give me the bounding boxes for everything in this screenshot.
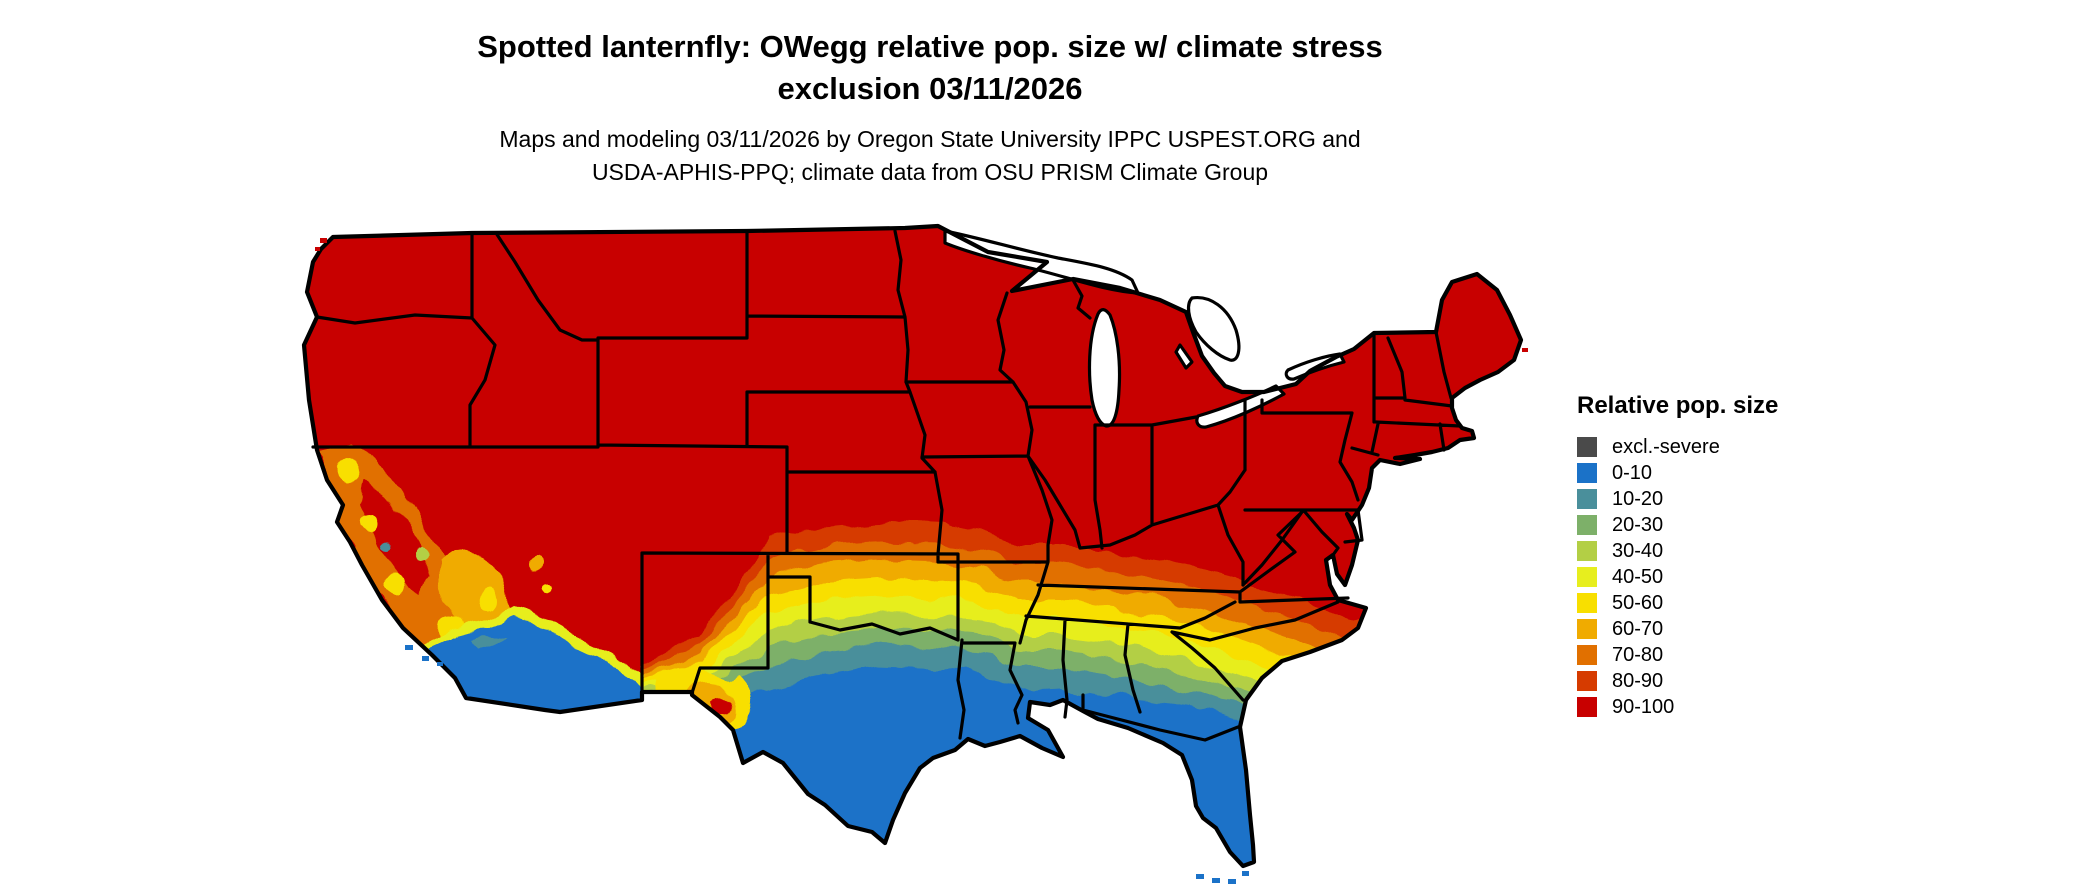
legend-item-50-60: 50-60	[1577, 590, 1817, 616]
legend: Relative pop. size excl.-severe 0-10 10-20…	[1577, 392, 1817, 720]
legend-item-60-70: 60-70	[1577, 616, 1817, 642]
maine-coast-speck	[1522, 348, 1528, 352]
legend-item-80-90: 80-90	[1577, 668, 1817, 694]
legend-swatch	[1577, 437, 1597, 457]
florida-key	[1228, 879, 1236, 884]
legend-label: 30-40	[1612, 539, 1664, 562]
ca-teal-speck	[383, 540, 393, 550]
lake-erie	[1195, 384, 1286, 429]
legend-swatch	[1577, 463, 1597, 483]
wa-island-speck	[315, 247, 320, 251]
legend-item-30-40: 30-40	[1577, 538, 1817, 564]
channel-island	[405, 645, 413, 650]
ca-yellow-speck	[360, 515, 380, 535]
legend-swatch	[1577, 489, 1597, 509]
legend-label: 20-30	[1612, 513, 1664, 536]
legend-swatch	[1577, 645, 1597, 665]
map-title-line2: exclusion 03/11/2026	[777, 71, 1083, 106]
legend-swatch	[1577, 541, 1597, 561]
socal-teal-fringe	[470, 635, 508, 650]
legend-label: 10-20	[1612, 487, 1664, 510]
map-subtitle-line1: Maps and modeling 03/11/2026 by Oregon S…	[499, 126, 1361, 152]
legend-swatch	[1577, 619, 1597, 639]
legend-title: Relative pop. size	[1577, 392, 1779, 419]
ca-yellow-speck	[338, 458, 362, 482]
ca-yellowgreen-speck	[414, 550, 426, 562]
lake-michigan	[1087, 308, 1122, 428]
legend-item-70-80: 70-80	[1577, 642, 1817, 668]
legend-label: excl.-severe	[1612, 435, 1720, 458]
legend-label: 80-90	[1612, 669, 1664, 692]
legend-swatch	[1577, 671, 1597, 691]
legend-label: 60-70	[1612, 617, 1664, 640]
legend-label: 40-50	[1612, 565, 1664, 588]
desert-yellow-speck	[542, 582, 554, 594]
ca-yellow-speck	[383, 573, 407, 597]
legend-item-40-50: 40-50	[1577, 564, 1817, 590]
legend-swatch	[1577, 515, 1597, 535]
legend-label: 50-60	[1612, 591, 1664, 614]
florida-key	[1242, 871, 1249, 876]
offshore-islands	[315, 238, 1528, 884]
state-borders	[311, 229, 1462, 742]
legend-items: excl.-severe 0-10 10-20 20-30 30-40 40-50 50-6…	[1577, 434, 1817, 720]
legend-item-90-100: 90-100	[1577, 694, 1817, 720]
legend-swatch	[1577, 593, 1597, 613]
davis-mountains-red-patch	[712, 695, 732, 715]
legend-swatch	[1577, 567, 1597, 587]
desert-gold-speck	[525, 557, 541, 573]
map-subtitle-line2: USDA-APHIS-PPQ; climate data from OSU PR…	[591, 159, 1269, 185]
legend-item-0-10: 0-10	[1577, 460, 1817, 486]
legend-item-10-20: 10-20	[1577, 486, 1817, 512]
saginaw-bay	[1174, 343, 1194, 370]
legend-item-20-30: 20-30	[1577, 512, 1817, 538]
sierra-gold-patch	[440, 553, 509, 634]
legend-label: 70-80	[1612, 643, 1664, 666]
channel-island	[422, 656, 429, 661]
legend-label: 90-100	[1612, 695, 1675, 718]
map-title-line1: Spotted lanternfly: OWegg relative pop. …	[477, 29, 1383, 64]
florida-key	[1212, 878, 1220, 883]
band-10-20	[640, 645, 1380, 866]
channel-island	[437, 662, 443, 666]
central-valley-red-core	[360, 480, 430, 595]
legend-label: 0-10	[1612, 461, 1653, 484]
ca-yellow-speck	[478, 590, 498, 610]
map-fill-layer	[304, 226, 1521, 866]
legend-item-excl.-severe: excl.-severe	[1577, 434, 1817, 460]
legend-swatch	[1577, 697, 1597, 717]
wa-island-speck	[320, 238, 327, 243]
florida-key	[1196, 874, 1204, 879]
